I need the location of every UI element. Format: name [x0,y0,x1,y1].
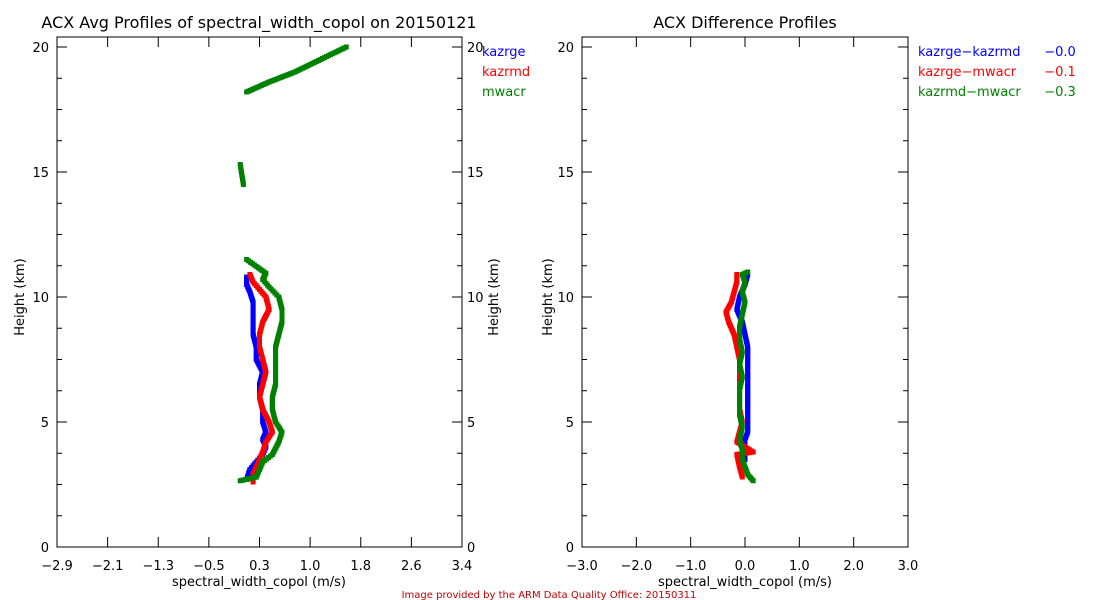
y-axis-right: 0 5 10 15 20 [452,41,484,556]
y-tick-label: 20 [32,41,49,56]
legend-entry-kazrmd-mwacr: kazrmd−mwacr [918,85,1021,100]
data-point [745,269,751,275]
x-tick-label: 2.6 [401,559,422,574]
x-axis: −2.9 −2.1 −1.3 −0.5 0.3 1.0 1.8 2.6 3.4 [41,37,472,574]
x-tick-label: 3.0 [898,559,919,574]
data-point [247,272,253,277]
y-tick-label: 15 [32,166,49,181]
x-tick-label: −1.3 [142,559,174,574]
data-point [244,274,250,280]
y-tick-label-right: 15 [467,166,484,181]
y-axis-right [898,46,908,548]
x-tick-label: 1.0 [300,559,321,574]
series-kazrmd [247,272,275,485]
legend-value: −0.1 [1044,65,1076,80]
y-axis-label: Height (km) [13,258,28,335]
x-tick-label: 0.0 [735,559,756,574]
x-axis: −3.0 −2.0 −1.0 0.0 1.0 2.0 3.0 [566,37,918,574]
x-tick-label: −0.5 [193,559,225,574]
legend-value: −0.3 [1044,85,1076,100]
y-tick-label: 5 [41,416,49,431]
data-point [343,44,349,50]
y-axis-left: 0 5 10 15 20 [32,41,67,556]
x-axis-label: spectral_width_copol (m/s) [658,575,832,590]
y-tick-label: 10 [557,291,574,306]
data-points [723,269,756,484]
x-tick-label: −2.9 [41,559,73,574]
x-tick-label: 1.0 [789,559,810,574]
chart-title: ACX Avg Profiles of spectral_width_copol… [41,13,476,33]
legend-entry-mwacr: mwacr [482,85,526,100]
x-tick-label: 2.0 [843,559,864,574]
y-tick-label-right: 5 [467,416,475,431]
y-axis-left: 0 5 10 15 20 [557,41,592,556]
x-tick-label: −3.0 [566,559,598,574]
x-tick-label: −2.1 [92,559,124,574]
legend: kazrge−kazrmd −0.0 kazrge−mwacr −0.1 kazrmd−… [918,45,1076,100]
series-kazrmd-mwacr [737,269,756,484]
legend-entry-kazrmd: kazrmd [482,65,530,80]
y-tick-label: 15 [557,166,574,181]
x-tick-label: −2.0 [621,559,653,574]
y-tick-label: 0 [41,541,49,556]
footer-credit: Image provided by the ARM Data Quality O… [402,590,697,600]
y-tick-label: 0 [566,541,574,556]
data-point [734,272,740,277]
x-tick-label: −1.0 [675,559,707,574]
legend-entry-kazrge-kazrmd: kazrge−kazrmd [918,45,1020,60]
legend: kazrge kazrmd mwacr [482,45,530,100]
y-axis-label: Height (km) [541,258,556,335]
x-tick-label: 1.8 [350,559,371,574]
y-tick-label-right: 10 [467,291,484,306]
y-tick-label-right: 20 [467,41,484,56]
y-tick-label-right: 0 [467,541,475,556]
data-points [237,44,349,485]
x-tick-label: 3.4 [452,559,473,574]
chart-title: ACX Difference Profiles [653,13,837,32]
legend-entry-kazrge-mwacr: kazrge−mwacr [918,65,1017,80]
difference-profiles-chart: ACX Difference Profiles −3.0 −2.0 −1.0 0.0 1… [541,13,1076,590]
x-axis-label: spectral_width_copol (m/s) [172,575,346,590]
data-point [237,162,243,167]
y-axis-label-right: Height (km) [487,258,502,335]
legend-entry-kazrge: kazrge [482,45,525,60]
series-mwacr [237,44,349,484]
avg-profiles-chart: ACX Avg Profiles of spectral_width_copol… [13,13,530,590]
data-point [244,257,250,262]
y-tick-label: 20 [557,41,574,56]
y-tick-label: 5 [566,416,574,431]
series-kazrge [244,274,269,482]
legend-value: −0.0 [1044,45,1076,60]
y-tick-label: 10 [32,291,49,306]
x-tick-label: 0.3 [249,559,270,574]
